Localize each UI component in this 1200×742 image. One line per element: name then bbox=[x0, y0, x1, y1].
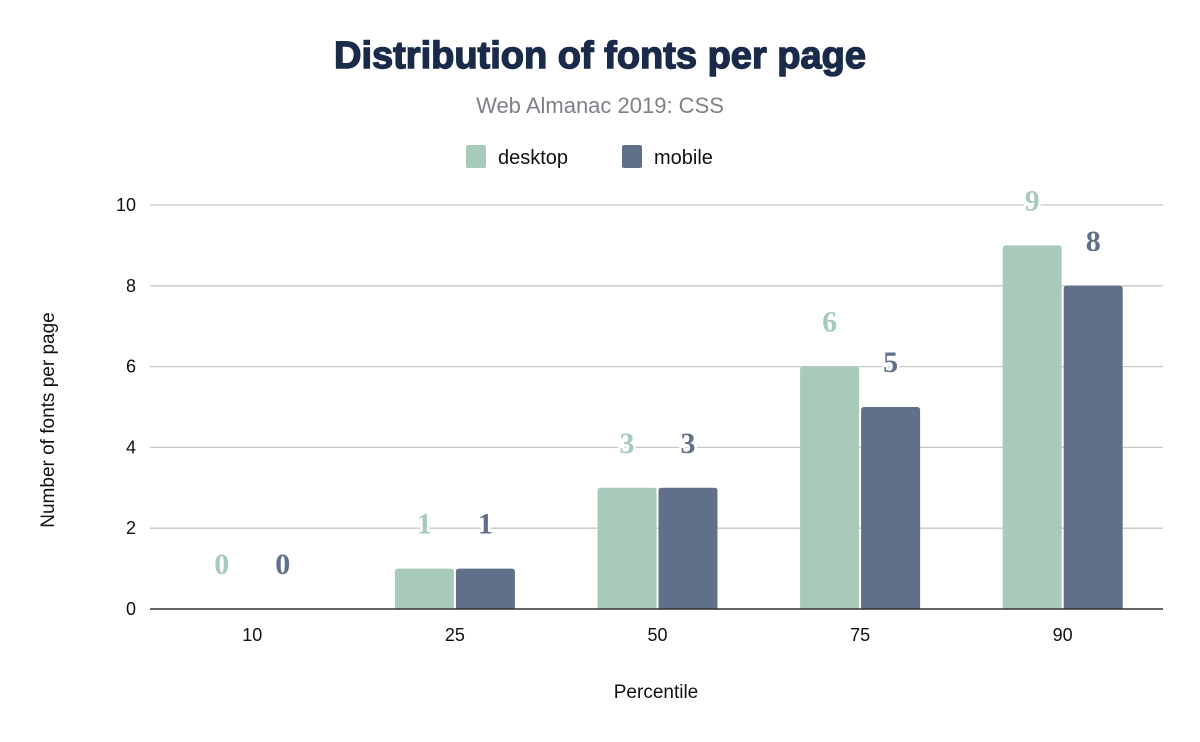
legend: desktop mobile bbox=[466, 145, 713, 169]
bar-desktop-75 bbox=[800, 366, 860, 609]
bar-desktop-25 bbox=[394, 568, 454, 609]
data-label-desktop-25: 1 bbox=[417, 508, 432, 541]
data-label-desktop-10: 0 bbox=[214, 548, 229, 581]
bar-mobile-90 bbox=[1063, 285, 1123, 609]
x-tick-label: 90 bbox=[1053, 625, 1073, 645]
data-label-desktop-75: 6 bbox=[822, 306, 837, 339]
y-tick-label: 6 bbox=[126, 357, 136, 377]
bar-mobile-25 bbox=[455, 568, 515, 609]
bar-mobile-75 bbox=[861, 407, 921, 609]
bar-desktop-50 bbox=[597, 487, 657, 609]
y-tick-label: 10 bbox=[116, 195, 136, 215]
x-tick-label: 50 bbox=[647, 625, 667, 645]
data-label-mobile-75: 5 bbox=[883, 346, 898, 379]
data-label-mobile-10: 0 bbox=[275, 548, 290, 581]
data-label-mobile-50: 3 bbox=[681, 427, 696, 460]
x-tick-label: 75 bbox=[850, 625, 870, 645]
bar-mobile-50 bbox=[658, 487, 718, 609]
data-labels: 0 0 1 1 3 3 6 5 9 8 bbox=[212, 182, 1103, 584]
y-tick-label: 0 bbox=[126, 599, 136, 619]
x-axis-ticks: 10 25 50 75 90 bbox=[242, 625, 1072, 645]
chart-subtitle: Web Almanac 2019: CSS bbox=[476, 93, 724, 118]
data-label-mobile-25: 1 bbox=[478, 508, 493, 541]
y-axis-label: Number of fonts per page bbox=[38, 312, 59, 527]
data-label-desktop-90: 9 bbox=[1025, 184, 1040, 217]
y-tick-label: 8 bbox=[126, 276, 136, 296]
x-axis-label: Percentile bbox=[614, 682, 699, 703]
x-tick-label: 10 bbox=[242, 625, 262, 645]
legend-label-desktop: desktop bbox=[498, 147, 568, 169]
x-tick-label: 25 bbox=[445, 625, 465, 645]
data-label-desktop-50: 3 bbox=[620, 427, 635, 460]
legend-swatch-desktop bbox=[466, 145, 486, 168]
chart-title: Distribution of fonts per page bbox=[334, 35, 866, 77]
y-tick-label: 2 bbox=[126, 518, 136, 538]
bars bbox=[150, 245, 1163, 610]
legend-label-mobile: mobile bbox=[654, 147, 713, 169]
bar-desktop-90 bbox=[1002, 245, 1062, 609]
data-label-mobile-90: 8 bbox=[1086, 225, 1101, 258]
legend-swatch-mobile bbox=[622, 145, 642, 168]
y-tick-label: 4 bbox=[126, 437, 136, 457]
